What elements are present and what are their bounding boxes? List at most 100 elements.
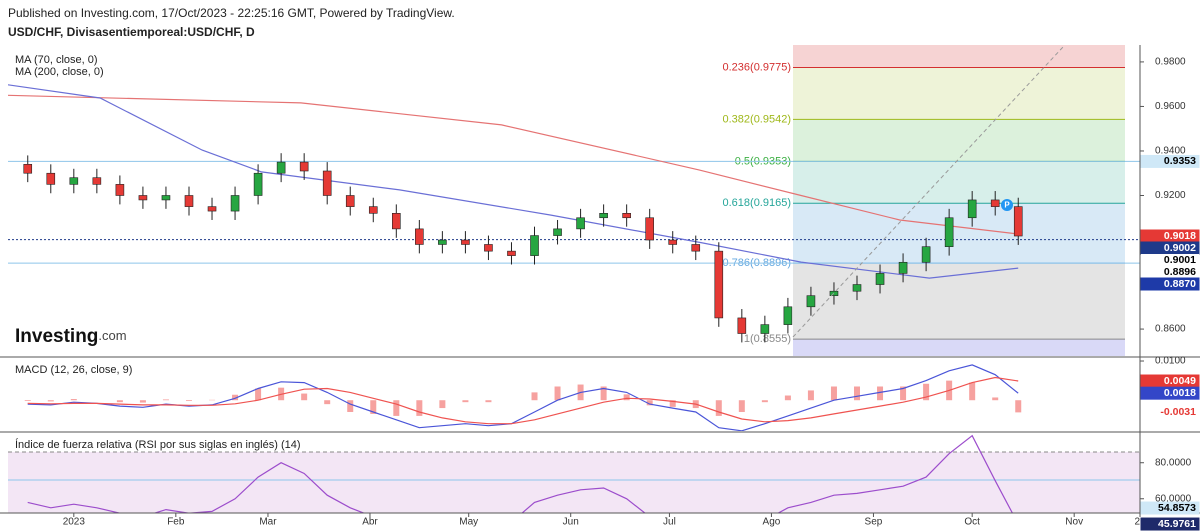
published-note: Published on Investing.com, 17/Oct/2023 … <box>8 6 455 20</box>
candle-body <box>507 250 516 256</box>
ma-line <box>8 84 1019 279</box>
histogram-bar <box>47 400 54 402</box>
candle-body <box>368 206 378 214</box>
price-tag-label: 0.8896 <box>1164 266 1196 278</box>
indicator-line <box>27 376 1019 425</box>
price-tag-label: 45.9761 <box>1158 518 1196 530</box>
legend-entry: MA (70, close, 0) <box>15 54 98 66</box>
candle-body <box>461 239 470 245</box>
x-tick-label: Sep <box>865 517 883 528</box>
candle-body <box>645 217 654 241</box>
y-tick-label: 0.0100 <box>1155 356 1186 367</box>
candle-body <box>392 213 401 230</box>
x-tick-label: 2023 <box>63 517 86 528</box>
histogram-bar <box>830 386 837 401</box>
histogram-bar <box>715 400 722 416</box>
ma-line <box>8 94 1019 235</box>
price-tag-label: -0.0031 <box>1160 406 1196 418</box>
histogram-bar <box>923 383 930 401</box>
histogram-bar <box>162 399 169 401</box>
histogram-bar <box>301 393 308 401</box>
fib-band <box>793 119 1125 162</box>
candle-body <box>415 228 424 245</box>
candle-body <box>161 195 171 201</box>
histogram-bar <box>485 400 492 403</box>
price-tag-label: 0.9353 <box>1164 155 1196 167</box>
price-tag <box>1140 517 1200 531</box>
candle-body <box>253 172 263 196</box>
candle-body <box>921 246 931 263</box>
x-tick-label: Jun <box>563 517 579 528</box>
price-tag-label: 0.9002 <box>1164 242 1196 254</box>
candle-body <box>875 273 885 285</box>
candle-body <box>1013 206 1023 237</box>
logo-suffix: .com <box>98 328 126 343</box>
candle-body <box>115 184 125 196</box>
price-tag-label: 0.8870 <box>1164 278 1196 290</box>
histogram-bar <box>646 400 653 406</box>
histogram-bar <box>992 397 999 401</box>
fib-band <box>793 67 1125 120</box>
candle-body <box>806 295 816 308</box>
fib-label: 0.382(0.9542) <box>723 113 792 125</box>
price-tag <box>1140 386 1200 400</box>
y-tick-label: 0.9400 <box>1155 146 1186 157</box>
legend-entry: MA (200, close, 0) <box>15 66 104 78</box>
x-tick-label: Jul <box>663 517 676 528</box>
indicator-line <box>27 364 1019 431</box>
symbol-title: USD/CHF, Divisasentiemporeal:USD/CHF, D <box>8 25 255 39</box>
candle-body <box>438 239 447 245</box>
histogram-bar <box>969 382 976 401</box>
trend-line <box>792 46 1064 338</box>
histogram-bar <box>531 392 538 401</box>
price-tag-label: 0.9018 <box>1164 230 1196 242</box>
x-tick-label: Mar <box>259 517 277 528</box>
candle-body <box>138 195 148 201</box>
price-panel: 0.236(0.9775)0.382(0.9542)0.5(0.9353)0.6… <box>8 45 1140 356</box>
histogram-bar <box>623 394 630 401</box>
x-tick-label: Abr <box>362 517 378 528</box>
logo: Investing.com <box>15 326 127 347</box>
price-tag <box>1140 277 1200 291</box>
y-tick-label: 0.8600 <box>1155 324 1186 335</box>
candle-body <box>622 213 631 219</box>
fib-label: 0.236(0.9775) <box>723 61 792 73</box>
candle-body <box>299 161 309 172</box>
price-tag <box>1141 406 1199 419</box>
candle-body <box>345 195 355 207</box>
histogram-bar <box>738 400 745 412</box>
candle-body <box>668 239 678 245</box>
histogram-bar <box>669 400 676 407</box>
candle-body <box>737 317 747 334</box>
histogram-bar <box>393 400 400 416</box>
y-tick-label: 60.0000 <box>1155 493 1192 504</box>
candle-body <box>530 235 539 256</box>
histogram-bar <box>807 390 814 401</box>
x-tick-label: Ago <box>763 517 781 528</box>
fib-band <box>793 339 1125 356</box>
candle-body <box>944 217 954 247</box>
fib-band <box>793 203 1125 264</box>
histogram-bar <box>370 400 377 414</box>
price-tag-label: 0.9001 <box>1164 254 1196 266</box>
histogram-bar <box>784 395 791 401</box>
fib-band <box>793 45 1125 68</box>
histogram-bar <box>116 400 123 403</box>
x-tick-label: Feb <box>167 517 185 528</box>
panel-title: Índice de fuerza relativa (RSI por sus s… <box>15 438 301 451</box>
candle-body <box>553 228 562 236</box>
panel-title: MACD (12, 26, close, 9) <box>15 364 132 376</box>
histogram-bar <box>439 400 446 409</box>
histogram-bar <box>554 386 561 401</box>
histogram-bar <box>416 400 423 416</box>
candle-body <box>691 244 701 252</box>
histogram-bar <box>462 400 469 403</box>
candle-body <box>967 199 977 219</box>
x-tick-label: May <box>459 517 478 528</box>
candle-body <box>184 195 194 207</box>
candle-body <box>714 250 724 319</box>
candle-body <box>576 217 585 230</box>
y-tick-label: 0.9600 <box>1155 101 1186 112</box>
histogram-bar <box>877 386 884 401</box>
